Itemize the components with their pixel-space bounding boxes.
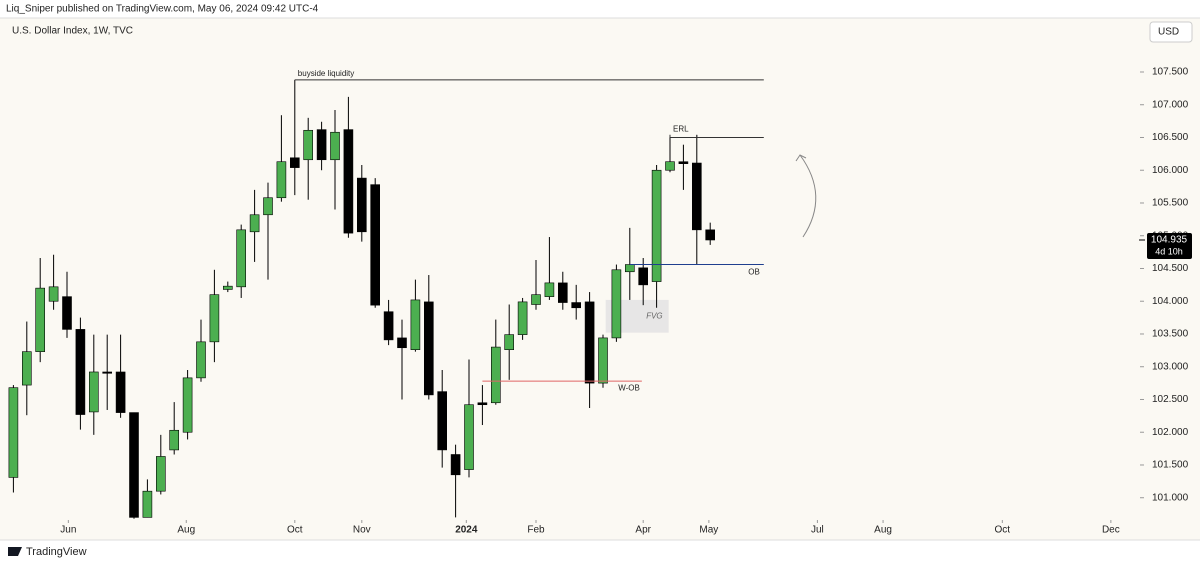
y-tick-label: 101.000	[1152, 492, 1189, 503]
logo-mark	[8, 547, 16, 556]
x-tick-label: Oct	[287, 525, 303, 536]
y-tick-label: 104.500	[1152, 263, 1189, 274]
x-tick-label: Aug	[177, 525, 195, 536]
currency: USD	[1158, 27, 1179, 38]
candle-body	[624, 264, 635, 273]
candle-body	[156, 456, 166, 492]
candle-body	[383, 311, 394, 341]
x-tick-label: Dec	[1102, 525, 1120, 536]
candle-body	[678, 161, 689, 164]
symbol-title: U.S. Dollar Index, 1W, TVC	[12, 26, 133, 37]
candle-body	[557, 282, 568, 303]
countdown: 4d 10h	[1155, 246, 1183, 256]
candle-body	[62, 296, 72, 330]
arrow	[799, 154, 817, 238]
candle-body	[531, 294, 541, 305]
annotation-label: ERL	[673, 125, 689, 134]
candle-body	[464, 404, 474, 470]
candle-body	[289, 157, 300, 168]
candle-body	[316, 129, 327, 161]
candle-body	[517, 301, 528, 335]
candle-body	[544, 282, 555, 297]
candle-body	[182, 377, 193, 433]
x-tick-label: Apr	[635, 525, 651, 536]
last-price-badge	[1147, 232, 1192, 259]
candle-body	[249, 214, 260, 233]
candle-body	[691, 162, 702, 231]
candle-body	[236, 229, 246, 288]
y-tick-label: 102.500	[1152, 394, 1189, 405]
candle-body	[665, 161, 675, 171]
y-tick-label: 103.000	[1152, 361, 1189, 372]
candle-body	[584, 301, 595, 384]
x-tick-label: Aug	[874, 525, 892, 536]
candle-body	[223, 285, 233, 290]
candle-body	[21, 351, 32, 386]
candle-body	[705, 229, 716, 241]
y-tick-label: 104.000	[1152, 296, 1189, 307]
x-tick-label: Oct	[995, 525, 1011, 536]
candle-body	[169, 429, 179, 451]
candle-body	[102, 371, 112, 374]
candle-body	[35, 287, 46, 352]
x-tick-label: May	[699, 525, 718, 536]
logo	[8, 547, 22, 556]
candle-body	[276, 161, 287, 199]
arrow-head	[795, 154, 807, 162]
candle-body	[343, 129, 354, 234]
x-tick-label: Feb	[527, 525, 545, 536]
x-tick-label: Jul	[811, 525, 824, 536]
y-tick-label: 106.500	[1152, 132, 1189, 143]
candle-body	[75, 329, 86, 415]
candle-body	[397, 337, 407, 349]
y-tick-label: 103.500	[1152, 329, 1189, 340]
candle-body	[651, 169, 662, 282]
candle-body	[48, 286, 59, 302]
last-price: 104.935	[1151, 235, 1188, 246]
candle-body	[490, 346, 501, 404]
plot: FVG buyside liquidity ERL OB W-OB	[8, 69, 764, 519]
annotation-label: OB	[748, 268, 760, 277]
candle-body	[571, 302, 582, 309]
candle-body	[423, 301, 434, 396]
y-tick-label: 107.000	[1152, 99, 1189, 110]
candle-body	[129, 412, 139, 518]
candle-body	[370, 184, 381, 306]
fvg-label: FVG	[646, 311, 662, 320]
chart-area	[0, 18, 1200, 540]
candle-body	[142, 490, 153, 518]
publisher: Liq_Sniper published on TradingView.com,…	[6, 4, 319, 15]
brand: TradingView	[26, 546, 87, 558]
x-tick-label: Nov	[353, 525, 371, 536]
y-tick-label: 101.500	[1152, 460, 1189, 471]
y-tick-label: 102.000	[1152, 427, 1189, 438]
candle-body	[8, 387, 19, 478]
candle-body	[115, 371, 126, 413]
x-tick-label: Jun	[60, 525, 76, 536]
candle-body	[450, 454, 461, 476]
logo-mark	[14, 547, 22, 556]
candle-body	[611, 269, 622, 339]
y-tick-label: 107.500	[1152, 67, 1189, 78]
candle-body	[89, 371, 99, 413]
annotation-label: buyside liquidity	[298, 69, 354, 78]
candle-body	[437, 391, 448, 451]
candle-body	[410, 299, 421, 351]
candle-body	[196, 341, 206, 379]
candle-body	[330, 131, 340, 161]
y-tick-label: 106.000	[1152, 165, 1189, 176]
candle-body	[477, 402, 488, 406]
candle-body	[638, 267, 649, 286]
x-tick-label: 2024	[455, 525, 478, 536]
candle-body	[356, 177, 367, 233]
y-tick-label: 105.500	[1152, 198, 1189, 209]
candle-body	[598, 337, 608, 384]
candle-body	[504, 334, 515, 351]
candle-body	[263, 197, 273, 216]
candle-body	[209, 294, 220, 343]
candle-body	[303, 129, 314, 161]
currency-button[interactable]	[1149, 21, 1193, 43]
annotation-label: W-OB	[618, 383, 640, 392]
